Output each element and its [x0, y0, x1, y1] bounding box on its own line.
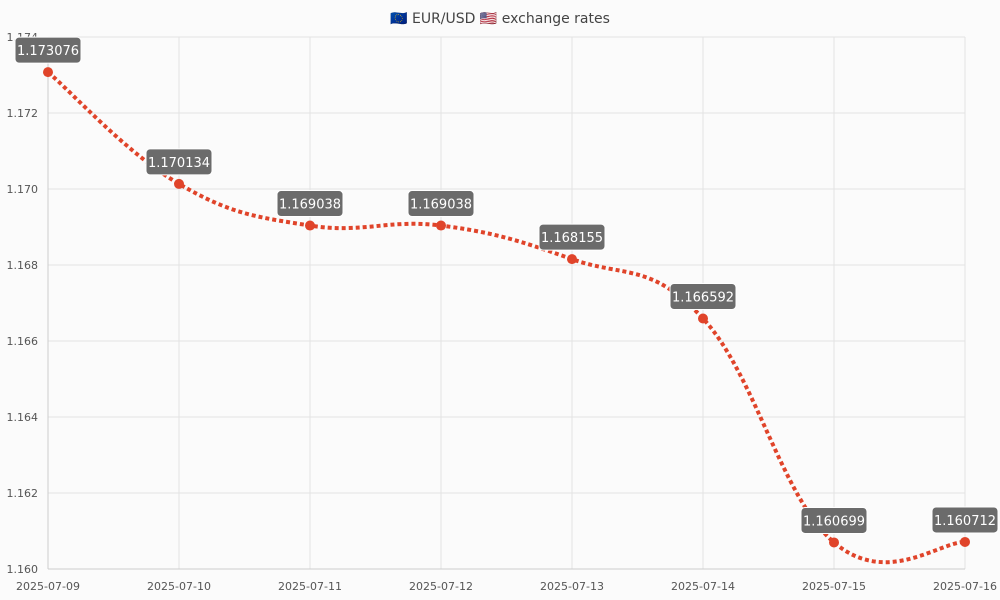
- data-label-box: [276, 190, 344, 218]
- x-tick-label: 2025-07-12: [409, 580, 473, 593]
- data-label: 1.170134: [145, 148, 213, 176]
- data-label: 1.169038: [407, 190, 475, 218]
- x-tick-label: 2025-07-14: [671, 580, 735, 593]
- data-label-box: [14, 36, 82, 64]
- data-label-text: 1.169038: [410, 198, 472, 213]
- data-point: [829, 537, 839, 548]
- data-label-box: [931, 506, 999, 534]
- y-tick-label: 1.168: [7, 259, 39, 272]
- data-label-text: 1.168155: [541, 231, 603, 246]
- data-point: [436, 220, 446, 231]
- data-point: [567, 254, 577, 265]
- x-tick-label: 2025-07-13: [540, 580, 604, 593]
- data-point: [43, 67, 53, 78]
- series-line: [46, 70, 966, 565]
- data-label-text: 1.160712: [934, 514, 996, 529]
- data-label-box: [669, 283, 737, 311]
- data-label-box: [145, 148, 213, 176]
- data-point: [960, 536, 970, 547]
- data-label: 1.160699: [800, 506, 868, 534]
- y-tick-label: 1.162: [7, 487, 39, 500]
- data-label-text: 1.169038: [279, 198, 341, 213]
- grid: [47, 36, 966, 570]
- y-tick-label: 1.166: [7, 335, 39, 348]
- x-tick-label: 2025-07-16: [933, 580, 997, 593]
- data-label: 1.168155: [538, 223, 606, 251]
- data-label: 1.166592: [669, 283, 737, 311]
- data-label-box: [800, 506, 868, 534]
- x-tick-label: 2025-07-15: [802, 580, 866, 593]
- axes: 🇪🇺 EUR/USD 🇺🇸 exchange rates 1.1741.1721…: [7, 11, 997, 593]
- data-label-text: 1.166592: [672, 291, 734, 306]
- data-label: 1.169038: [276, 190, 344, 218]
- series-eur-usd: [46, 70, 966, 565]
- y-tick-label: 1.164: [7, 411, 39, 424]
- data-label-box: [407, 190, 475, 218]
- data-point: [698, 313, 708, 324]
- x-tick-label: 2025-07-11: [278, 580, 342, 593]
- y-tick-label: 1.170: [7, 183, 39, 196]
- data-label-text: 1.173076: [17, 44, 79, 59]
- data-label-text: 1.170134: [148, 156, 210, 171]
- data-point: [174, 178, 184, 189]
- y-tick-label: 1.172: [7, 107, 39, 120]
- x-tick-label: 2025-07-10: [147, 580, 211, 593]
- data-labels: 1.173076 1.170134 1.169038 1.169038 1.168155…: [14, 36, 999, 534]
- data-label: 1.160712: [931, 506, 999, 534]
- chart-title: 🇪🇺 EUR/USD 🇺🇸 exchange rates: [390, 11, 610, 27]
- y-tick-label: 1.160: [7, 563, 39, 576]
- data-points: [43, 67, 970, 548]
- data-point: [305, 220, 315, 231]
- data-label-text: 1.160699: [803, 514, 865, 529]
- data-label-box: [538, 223, 606, 251]
- x-tick-label: 2025-07-09: [16, 580, 80, 593]
- data-label: 1.173076: [14, 36, 82, 64]
